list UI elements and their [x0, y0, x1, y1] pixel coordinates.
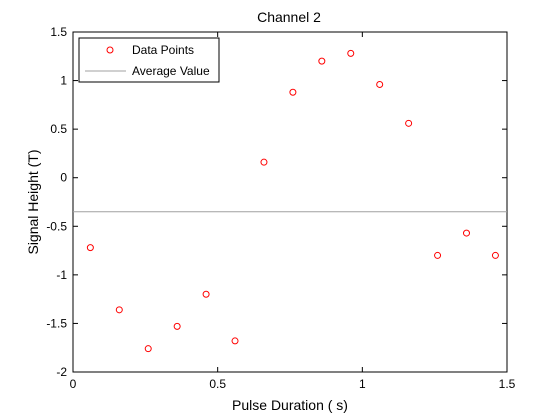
data-point — [462, 229, 470, 237]
legend-label-average-value: Average Value — [132, 64, 210, 78]
y-tick-label: 0.5 — [50, 122, 67, 136]
data-point — [115, 306, 123, 314]
data-point — [347, 49, 355, 57]
legend-marker-data-points — [106, 46, 114, 54]
data-point — [405, 119, 413, 127]
y-tick-label: 1.5 — [50, 25, 67, 39]
y-tick-label: -1.5 — [46, 316, 67, 330]
y-axis-label: Signal Height (T) — [25, 149, 41, 254]
data-point — [173, 322, 181, 330]
data-point — [202, 290, 210, 298]
data-point — [491, 251, 499, 259]
legend: Data Points Average Value — [78, 37, 220, 83]
y-tick-label: -0.5 — [46, 219, 67, 233]
x-tick-label: 1.5 — [499, 377, 516, 391]
y-tick-label: 1 — [60, 74, 67, 88]
y-tick-label: -2 — [56, 365, 67, 379]
data-point — [86, 244, 94, 252]
data-point — [289, 88, 297, 96]
x-tick-label: 0 — [70, 377, 77, 391]
axis-ticks — [72, 31, 508, 373]
y-tick-label: -1 — [56, 268, 67, 282]
legend-box — [78, 37, 220, 83]
x-tick-label: 1 — [359, 377, 366, 391]
legend-label-data-points: Data Points — [132, 43, 194, 57]
axis-tick-labels: 0 0.5 1 1.5 -2 -1.5 -1 -0.5 0 0.5 1 1.5 — [46, 25, 515, 391]
y-tick-label: 0 — [60, 171, 67, 185]
data-points — [86, 49, 499, 353]
data-point — [144, 345, 152, 353]
x-tick-label: 0.5 — [209, 377, 226, 391]
data-point — [260, 158, 268, 166]
data-point — [318, 57, 326, 65]
chart-title: Channel 2 — [257, 9, 321, 25]
data-point — [231, 337, 239, 345]
data-point — [434, 251, 442, 259]
data-point — [376, 80, 384, 88]
plot-area — [72, 31, 508, 373]
x-axis-label: Pulse Duration ( s) — [232, 397, 348, 413]
